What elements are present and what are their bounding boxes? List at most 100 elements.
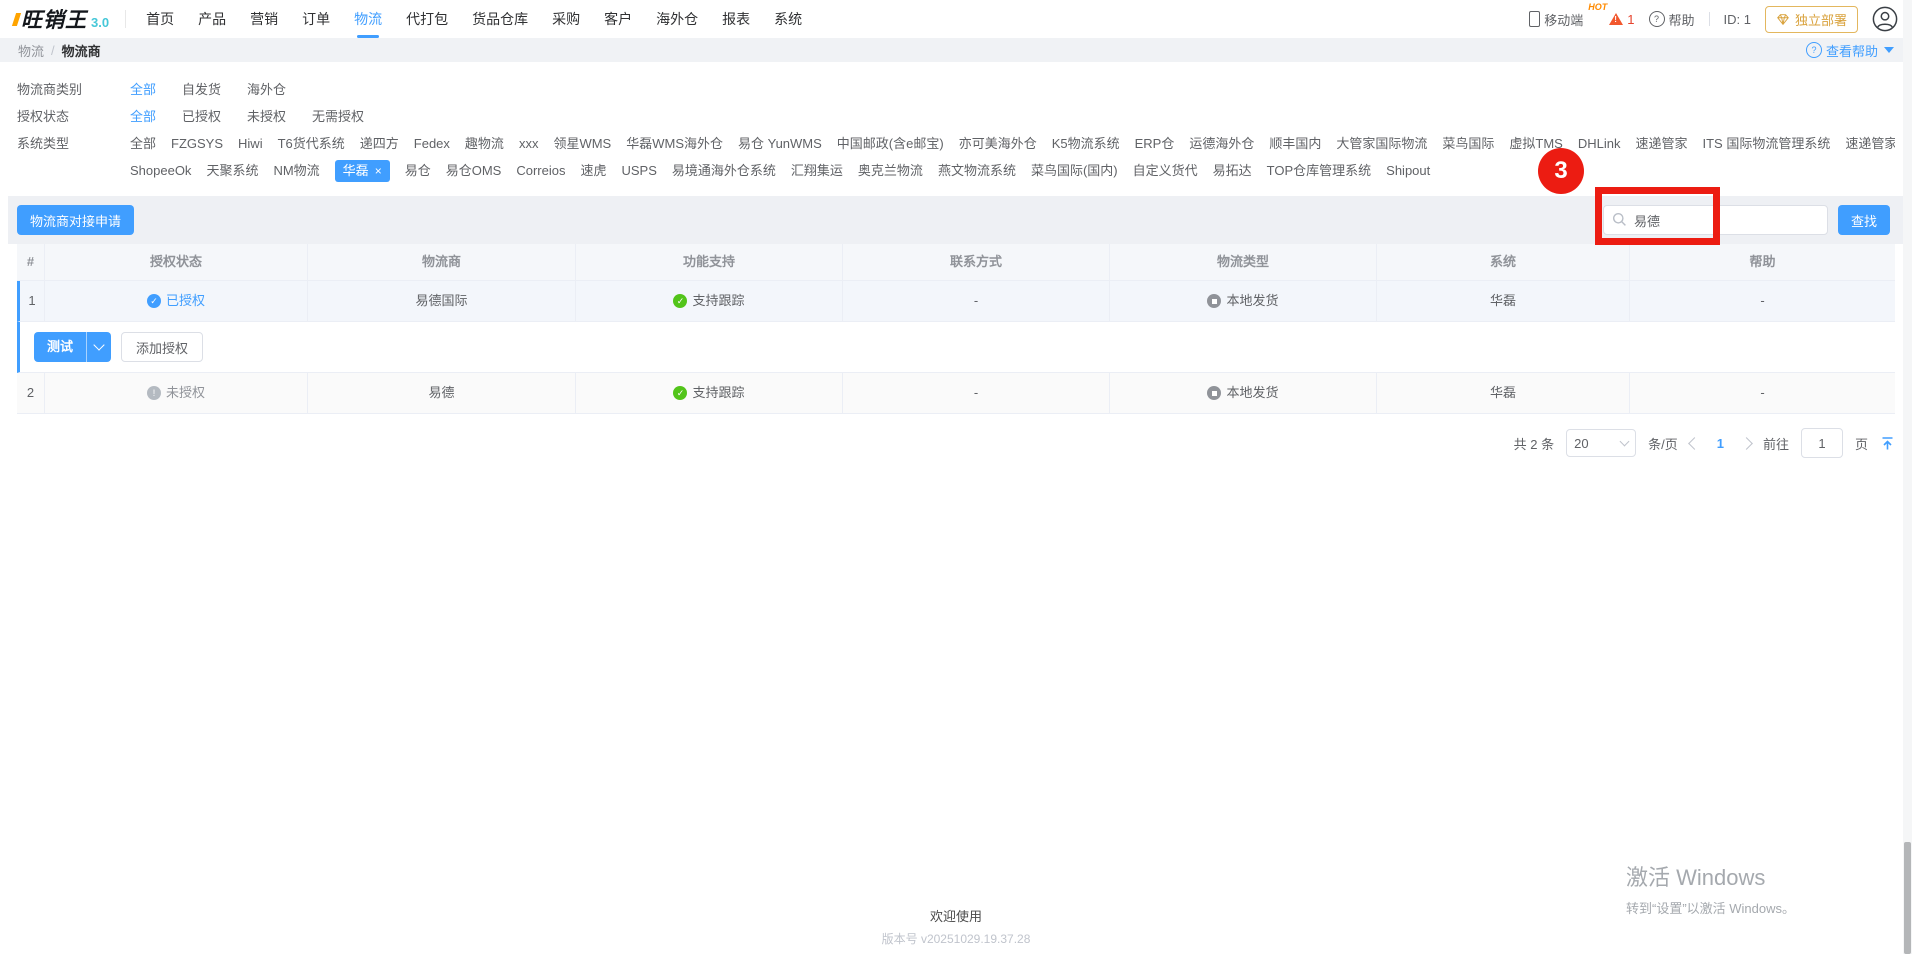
filter-option[interactable]: 全部 (130, 82, 157, 97)
next-page-button[interactable] (1740, 436, 1753, 450)
support-text: 支持跟踪 (692, 385, 745, 400)
filter-option[interactable]: 燕文物流系统 (938, 157, 1016, 184)
table-row[interactable]: 2 未授权 易德 支持跟踪 - 本地发货 华磊 - (17, 373, 1895, 414)
filter-option[interactable]: 无需授权 (312, 109, 365, 124)
mobile-app-link[interactable]: 移动端 HOT (1529, 2, 1607, 29)
nav-item[interactable]: 订单 (302, 11, 331, 27)
back-to-top-button[interactable] (1880, 436, 1895, 451)
nav-item[interactable]: 产品 (198, 11, 227, 27)
filter-option-label: K5物流系统 (1051, 136, 1120, 151)
breadcrumb-parent[interactable]: 物流 (18, 43, 45, 59)
filter-option[interactable]: 自定义货代 (1133, 157, 1198, 184)
test-dropdown-toggle[interactable] (87, 332, 111, 362)
filter-option[interactable]: T6货代系统 (278, 130, 345, 157)
nav-item[interactable]: 首页 (146, 11, 175, 27)
nav-item[interactable]: 货品仓库 (472, 11, 529, 27)
filter-option[interactable]: 亦可美海外仓 (959, 130, 1037, 157)
app-logo[interactable]: 旺销王 3.0 (11, 4, 109, 34)
filter-option[interactable]: 菜鸟国际(国内) (1031, 157, 1118, 184)
filter-option[interactable]: 易境通海外仓系统 (672, 157, 776, 184)
nav-item[interactable]: 系统 (774, 11, 803, 27)
filter-option-label: 自定义货代 (1132, 163, 1198, 178)
filter-option[interactable]: Fedex (414, 130, 450, 157)
filter-option[interactable]: 速虎 (580, 157, 606, 184)
filter-option-label: 全部 (130, 136, 157, 151)
filter-option[interactable]: 顺丰国内 (1269, 130, 1321, 157)
filter-option[interactable]: ShopeeOk (130, 157, 191, 184)
filter-option[interactable]: 领星WMS (553, 130, 611, 157)
top-navbar: 旺销王 3.0 首页 产品 营销 订单 物流 代打包 货品仓库 采购 客户 海外… (0, 0, 1912, 38)
filter-option[interactable]: USPS (621, 157, 656, 184)
filter-option[interactable]: 已授权 (182, 109, 222, 124)
filter-option[interactable]: 自发货 (182, 82, 222, 97)
filter-option[interactable]: 趣物流 (465, 130, 504, 157)
nav-item[interactable]: 采购 (552, 11, 581, 27)
close-icon[interactable] (375, 160, 382, 182)
table-header-cell: # (17, 244, 45, 280)
nav-item[interactable]: 营销 (250, 11, 279, 27)
filter-option[interactable]: 虚拟TMS (1509, 130, 1562, 157)
filter-option[interactable]: 运德海外仓 (1189, 130, 1254, 157)
carrier-apply-button[interactable]: 物流商对接申请 (17, 205, 135, 235)
table-header-row: # 授权状态 物流商 功能支持 联系方式 物流类型 系统 帮助 (17, 244, 1895, 281)
filter-option[interactable]: 大管家国际物流 (1336, 130, 1427, 157)
filter-option[interactable]: 速递管家2.0 (1845, 130, 1895, 157)
add-auth-button[interactable]: 添加授权 (121, 332, 204, 362)
prev-page-button[interactable] (1687, 436, 1701, 450)
filter-option-label: Shipout (1386, 163, 1431, 178)
filter-option[interactable]: 奥克兰物流 (858, 157, 923, 184)
nav-item[interactable]: 物流 (354, 0, 382, 38)
filter-option[interactable]: FZGSYS (171, 130, 223, 157)
filter-option[interactable]: Correios (516, 157, 565, 184)
view-help-link[interactable]: 查看帮助 (1805, 41, 1894, 60)
filter-option[interactable]: 菜鸟国际 (1442, 130, 1494, 157)
nav-item[interactable]: 海外仓 (656, 11, 699, 27)
filter-option[interactable]: ITS 国际物流管理系统 (1703, 130, 1831, 157)
search-button[interactable]: 查找 (1837, 205, 1890, 235)
mobile-label: 移动端 (1544, 12, 1584, 28)
filter-option[interactable]: K5物流系统 (1052, 130, 1120, 157)
filter-label: 物流商类别 (17, 82, 83, 97)
filter-option[interactable]: TOP仓库管理系统 (1267, 157, 1372, 184)
filter-option[interactable]: 全部 (130, 130, 156, 157)
current-page[interactable]: 1 (1716, 435, 1724, 451)
filter-option[interactable]: Shipout (1386, 157, 1430, 184)
alert-indicator[interactable]: 1 (1609, 12, 1635, 27)
filter-option[interactable]: xxx (519, 130, 539, 157)
filter-option[interactable]: NM物流 (273, 157, 319, 184)
table-row[interactable]: 1 已授权 易德国际 支持跟踪 - 本地发货 华磊 - (17, 281, 1895, 322)
nav-item[interactable]: 报表 (722, 11, 751, 27)
chevron-down-icon (1884, 47, 1894, 53)
filter-option[interactable]: 海外仓 (247, 82, 287, 97)
deploy-button[interactable]: 独立部署 (1764, 5, 1858, 33)
filter-option[interactable]: ERP仓 (1135, 130, 1175, 157)
filter-option[interactable]: 速递管家 (1635, 130, 1687, 157)
filter-option[interactable]: 易仓OMS (446, 157, 502, 184)
user-avatar[interactable] (1872, 6, 1898, 32)
filter-options-auth: 全部 已授权 未授权 无需授权 (130, 103, 364, 130)
filter-option[interactable]: 易仓 (405, 157, 431, 184)
nav-item[interactable]: 客户 (604, 11, 633, 27)
filter-option[interactable]: 中国邮政(含e邮宝) (837, 130, 944, 157)
filter-option[interactable]: 未授权 (247, 109, 287, 124)
filter-option[interactable]: 易拓达 (1213, 157, 1252, 184)
support-text: 支持跟踪 (692, 293, 745, 308)
goto-page-input[interactable] (1800, 428, 1843, 458)
filter-option-label: 领星WMS (553, 136, 612, 151)
scrollbar-thumb[interactable] (1904, 842, 1911, 954)
filter-option[interactable]: Hiwi (238, 130, 263, 157)
filter-option[interactable]: 易仓 YunWMS (738, 130, 822, 157)
page-size-select[interactable]: 20 (1566, 429, 1637, 457)
filter-option[interactable]: 汇翔集运 (791, 157, 843, 184)
filter-option[interactable]: 全部 (130, 109, 157, 124)
filter-option[interactable]: 华磊 (334, 159, 390, 182)
filter-option-label: 易仓 (404, 163, 431, 178)
filter-option[interactable]: DHLink (1578, 130, 1621, 157)
filter-option[interactable]: 递四方 (360, 130, 399, 157)
filter-option[interactable]: 华磊WMS海外仓 (626, 130, 723, 157)
help-link[interactable]: 帮助 (1648, 10, 1695, 29)
test-button[interactable]: 测试 (47, 339, 74, 354)
nav-item[interactable]: 代打包 (406, 11, 449, 27)
filter-option[interactable]: 天聚系统 (206, 157, 258, 184)
